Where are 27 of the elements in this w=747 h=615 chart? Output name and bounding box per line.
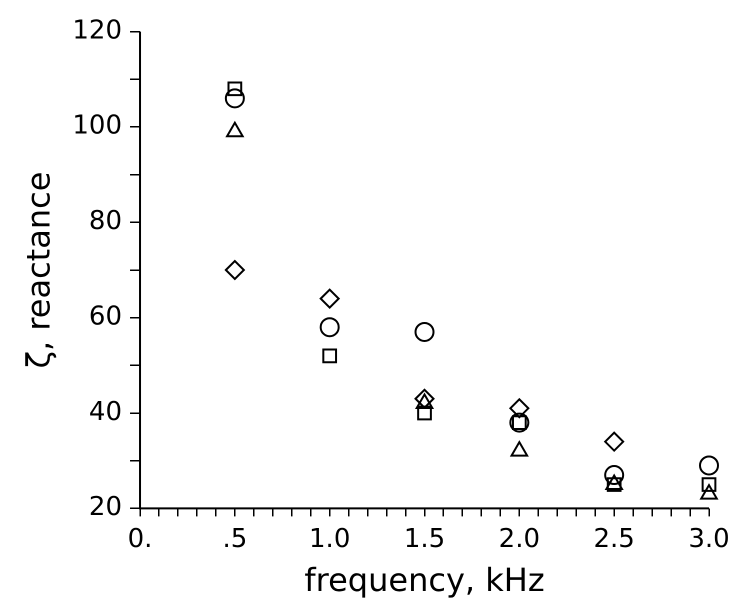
point <box>417 406 432 420</box>
y-tick-label: 80 <box>88 206 122 236</box>
x-axis-title: frequency, kHz <box>304 561 545 600</box>
point <box>227 81 242 96</box>
x-tick-label: 1.0 <box>309 524 350 554</box>
y-tick-label: 120 <box>72 15 122 46</box>
y-axis-title: ζ, reactance <box>20 172 58 368</box>
y-tick-label: 60 <box>88 301 122 332</box>
point <box>699 455 719 476</box>
x-tick-label: 1.5 <box>404 524 446 554</box>
y-tick-label: 20 <box>88 492 122 522</box>
point <box>604 432 624 452</box>
x-tick-label: .5 <box>222 524 248 554</box>
point <box>224 88 245 108</box>
point <box>604 465 624 486</box>
point <box>320 317 340 338</box>
x-tick-label: 2.0 <box>498 524 540 554</box>
x-tick-label: 2.5 <box>593 524 635 554</box>
point <box>224 260 245 280</box>
x-tick-label: 3.0 <box>688 524 730 554</box>
point <box>322 348 338 364</box>
point <box>320 288 340 309</box>
y-tick-label: 40 <box>88 396 122 427</box>
y-tick-label: 100 <box>72 110 122 141</box>
point <box>414 322 435 342</box>
x-tick-label: 0. <box>128 524 152 554</box>
point <box>509 398 530 418</box>
